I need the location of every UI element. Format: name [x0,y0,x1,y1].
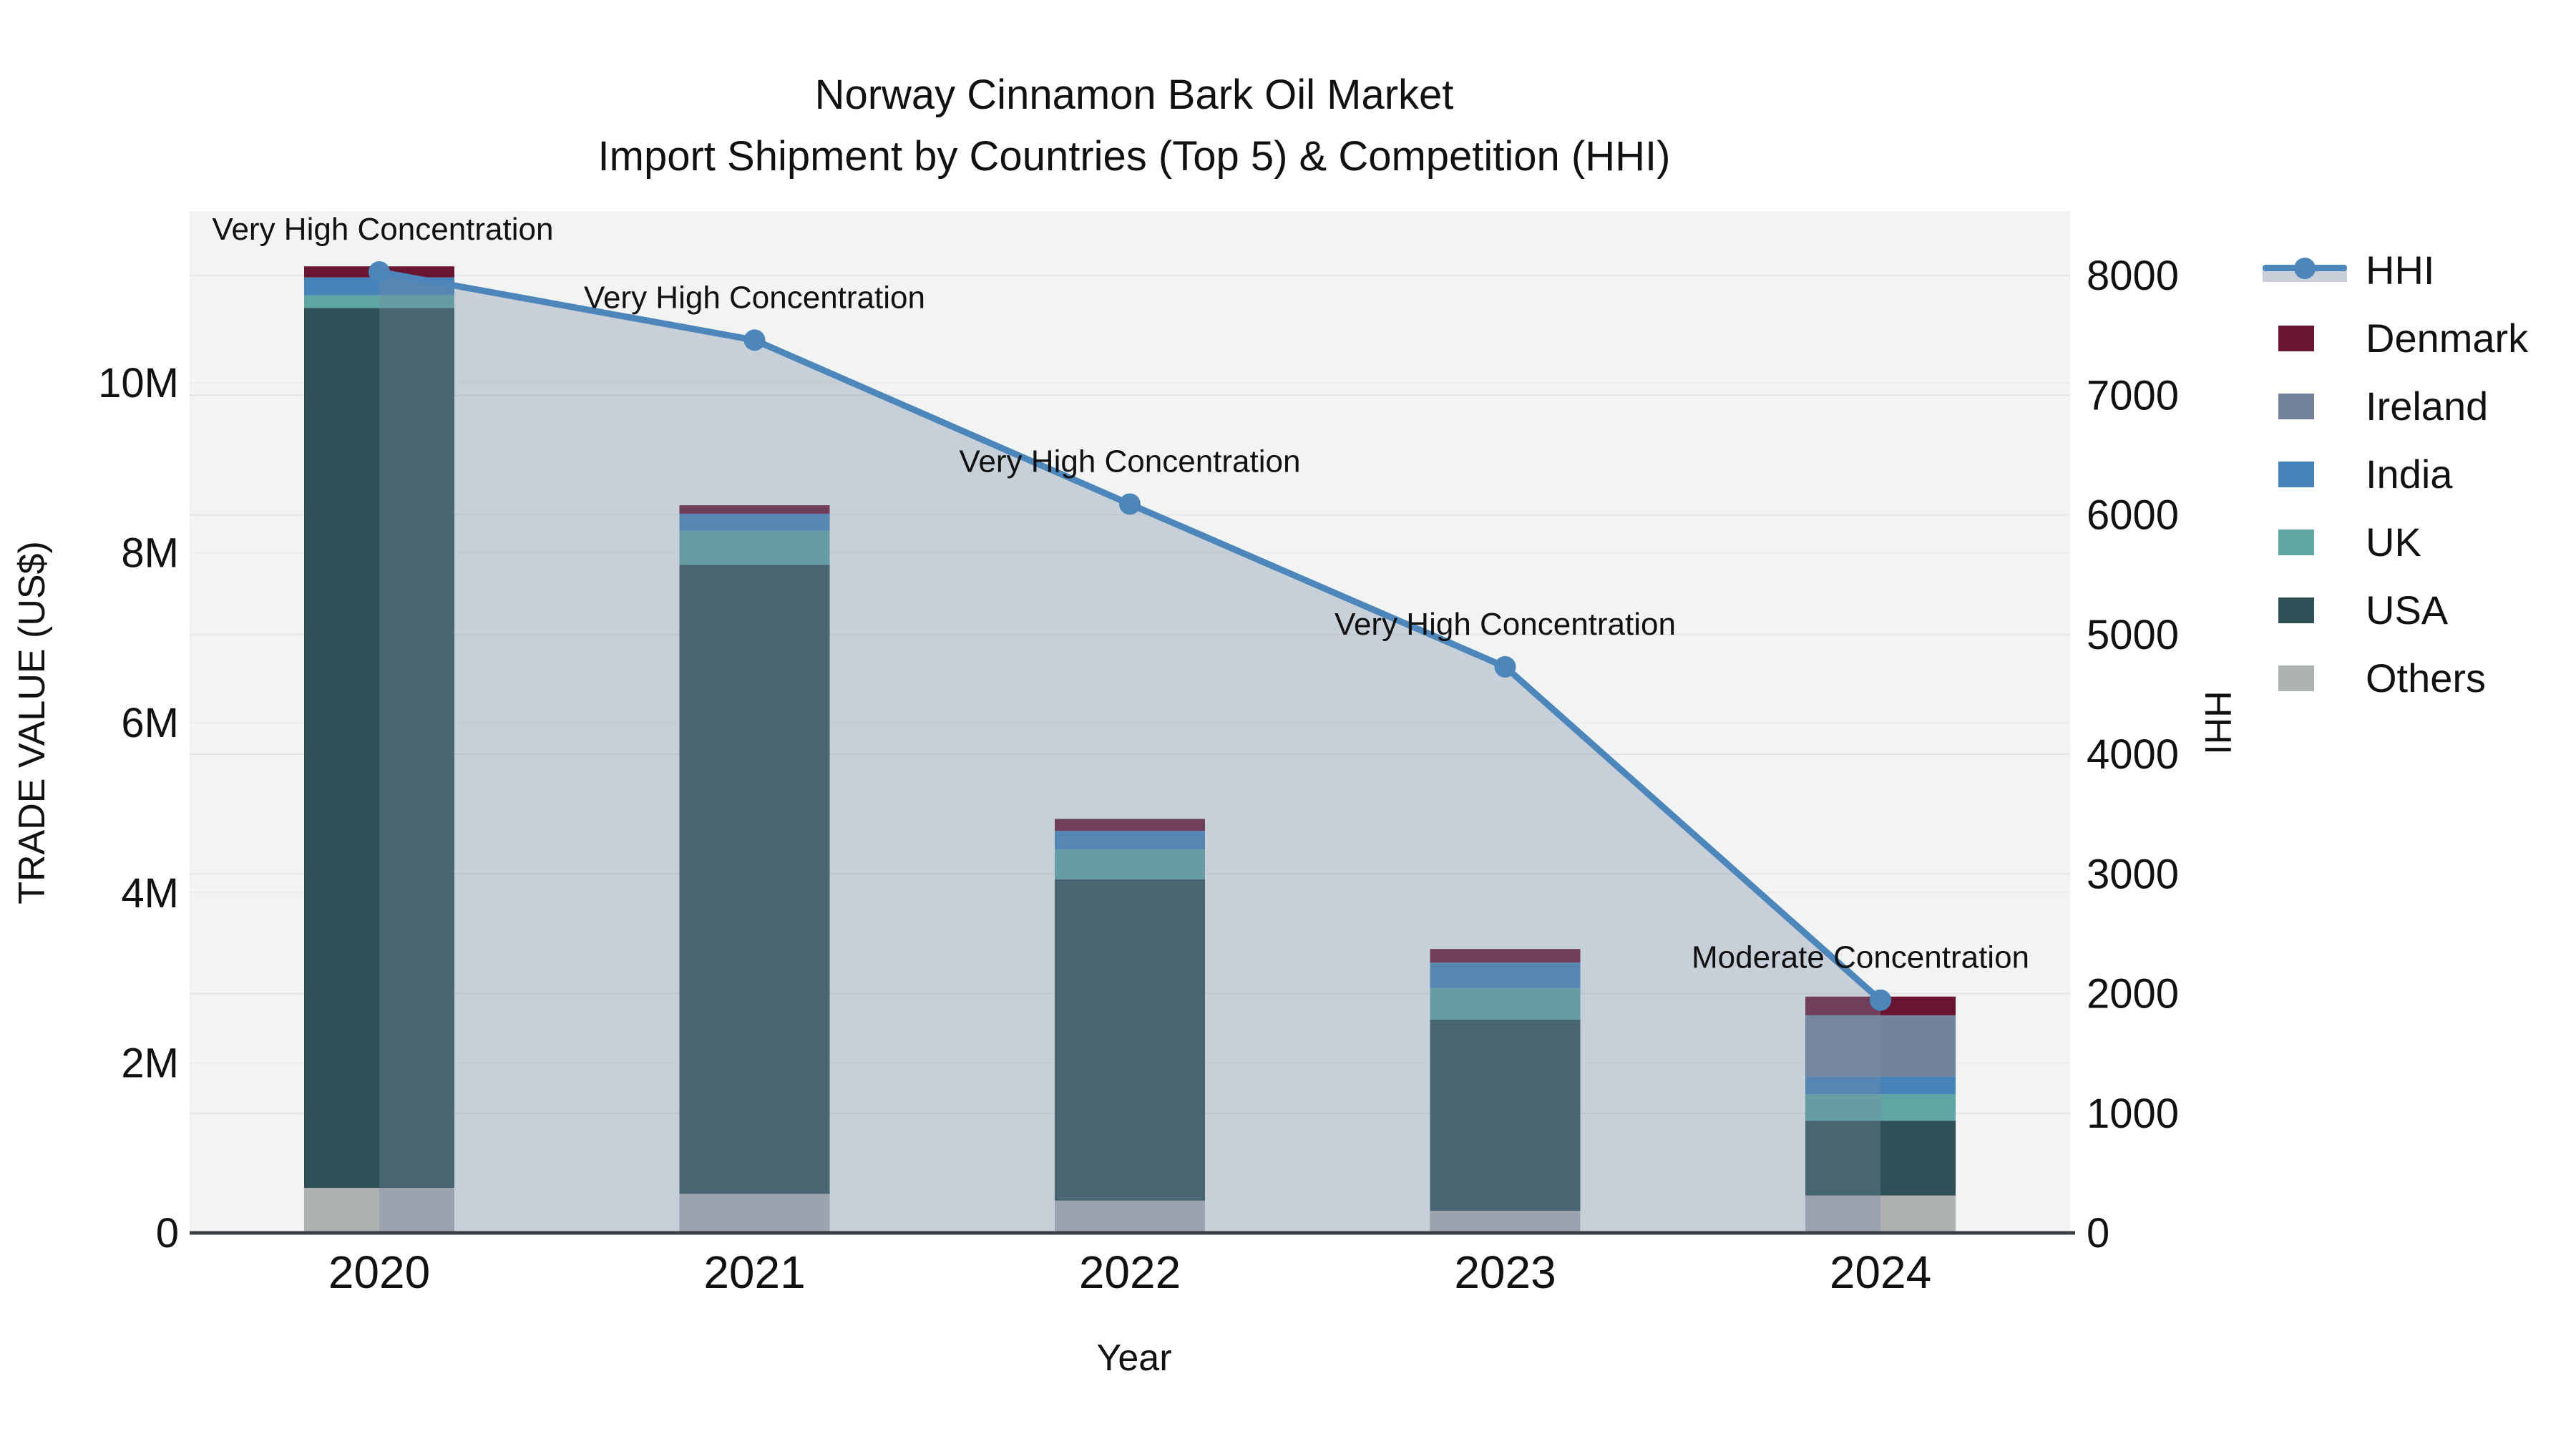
legend-color-swatch-denmark [2278,325,2314,351]
legend-item-denmark[interactable]: Denmark [2263,304,2528,372]
bar-segment-denmark-2022[interactable] [1055,819,1205,831]
x-tick-label-2022: 2022 [1079,1246,1181,1298]
legend-item-ireland[interactable]: Ireland [2263,372,2528,440]
y-right-tick-label-1000: 1000 [2087,1091,2179,1137]
bar-segment-india-2024[interactable] [1805,1076,1956,1095]
y-right-tick-label-8000: 8000 [2087,253,2179,299]
annotation-2020: Very High Concentration [213,212,554,247]
y-left-tick-label-8M: 8M [121,530,179,577]
y-right-tick-label-7000: 7000 [2087,372,2179,419]
y-right-tick-label-2000: 2000 [2087,971,2179,1018]
bar-segment-others-2022[interactable] [1055,1200,1205,1233]
legend-label-denmark: Denmark [2366,316,2529,361]
bar-segment-usa-2020[interactable] [304,308,454,1189]
y-left-axis-title: TRADE VALUE (US$) [11,541,53,904]
hhi-marker-2023[interactable] [1494,655,1516,678]
annotation-2023: Very High Concentration [1335,607,1676,642]
y-right-tick-label-6000: 6000 [2087,492,2179,539]
x-axis-title: Year [1096,1337,1171,1379]
hhi-area-fill [379,271,1880,1233]
hhi-marker-2021[interactable] [743,329,766,351]
legend-swatch-wrap [2263,461,2347,487]
legend-label-hhi: HHI [2366,248,2435,293]
bar-segment-usa-2021[interactable] [679,565,830,1194]
legend-item-uk[interactable]: UK [2263,508,2528,576]
y-left-tick-label-4M: 4M [121,870,179,917]
bar-segment-india-2021[interactable] [679,513,830,531]
legend-label-uk: UK [2366,519,2421,565]
legend-label-india: India [2366,452,2453,497]
hhi-marker-2024[interactable] [1870,989,1891,1011]
legend-item-india[interactable]: India [2263,440,2528,508]
bar-segment-uk-2024[interactable] [1805,1094,1956,1121]
legend-color-swatch-uk [2278,529,2314,555]
bar-segment-others-2021[interactable] [679,1194,830,1233]
bar-segment-denmark-2021[interactable] [679,505,830,514]
legend-color-swatch-others [2278,665,2314,691]
bar-segment-india-2023[interactable] [1430,962,1581,988]
legend: HHI Denmark Ireland India UK USA Others [2263,236,2528,712]
legend-label-ireland: Ireland [2366,384,2489,429]
hhi-marker-swatch [2294,257,2316,279]
chart-title-line2: Import Shipment by Countries (Top 5) & C… [598,133,1671,180]
y-right-tick-label-5000: 5000 [2087,612,2179,658]
bar-segment-uk-2020[interactable] [304,295,454,308]
hhi-marker-2022[interactable] [1119,493,1141,515]
bar-segment-uk-2021[interactable] [679,530,830,565]
y-left-tick-label-6M: 6M [121,700,179,746]
bar-segment-india-2022[interactable] [1055,831,1205,850]
legend-color-swatch-usa [2278,597,2314,623]
x-tick-label-2021: 2021 [703,1246,805,1298]
y-left-tick-label-0: 0 [156,1210,179,1257]
y-right-tick-label-4000: 4000 [2087,731,2179,778]
hhi-marker-2020[interactable] [369,260,390,283]
legend-label-usa: USA [2366,587,2449,633]
legend-swatch-wrap [2263,597,2347,623]
x-tick-label-2024: 2024 [1830,1246,1931,1298]
legend-swatch-wrap [2263,529,2347,555]
legend-swatch-wrap [2263,665,2347,691]
bar-segment-uk-2022[interactable] [1055,849,1205,879]
legend-item-hhi[interactable]: HHI [2263,236,2528,304]
x-tick-label-2020: 2020 [328,1246,430,1298]
y-right-tick-label-0: 0 [2087,1210,2109,1257]
legend-line-swatch-hhi [2263,255,2347,286]
legend-color-swatch-india [2278,461,2314,487]
legend-swatch-wrap [2263,325,2347,351]
x-tick-label-2023: 2023 [1454,1246,1556,1298]
chart-title-line1: Norway Cinnamon Bark Oil Market [815,72,1454,118]
bar-segment-others-2020[interactable] [304,1188,454,1233]
bar-segment-ireland-2024[interactable] [1805,1015,1956,1077]
bar-segment-usa-2024[interactable] [1805,1121,1956,1196]
annotation-2021: Very High Concentration [584,280,925,315]
bar-segment-usa-2022[interactable] [1055,879,1205,1201]
bar-segment-denmark-2023[interactable] [1430,949,1581,963]
y-left-tick-label-2M: 2M [121,1040,179,1086]
legend-swatch-wrap [2263,393,2347,419]
legend-item-usa[interactable]: USA [2263,576,2528,644]
bar-segment-usa-2023[interactable] [1430,1019,1581,1211]
legend-label-others: Others [2366,655,2487,701]
y-right-axis-title: HHI [2197,691,2238,755]
bar-segment-uk-2023[interactable] [1430,987,1581,1020]
y-left-tick-label-10M: 10M [98,360,179,406]
bar-segment-others-2024[interactable] [1805,1195,1956,1233]
y-right-tick-label-3000: 3000 [2087,851,2179,897]
plot-layer: Very High Concentration Very High Concent… [98,211,2179,1298]
legend-color-swatch-ireland [2278,393,2314,419]
legend-item-others[interactable]: Others [2263,644,2528,712]
bar-segment-others-2023[interactable] [1430,1211,1581,1233]
annotation-2024: Moderate Concentration [1692,940,2029,975]
annotation-2022: Very High Concentration [960,444,1301,479]
